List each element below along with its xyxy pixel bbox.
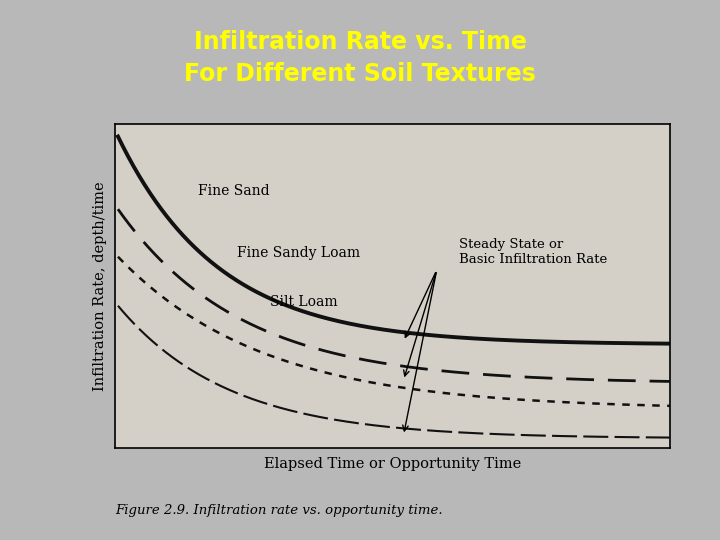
Text: Steady State or
Basic Infiltration Rate: Steady State or Basic Infiltration Rate <box>459 238 607 266</box>
Text: For Different Soil Textures: For Different Soil Textures <box>184 62 536 86</box>
Y-axis label: Infiltration Rate, depth/time: Infiltration Rate, depth/time <box>93 181 107 391</box>
X-axis label: Elapsed Time or Opportunity Time: Elapsed Time or Opportunity Time <box>264 456 521 470</box>
Text: Silt Loam: Silt Loam <box>271 295 338 309</box>
Text: Fine Sandy Loam: Fine Sandy Loam <box>237 246 360 260</box>
Text: Fine Sand: Fine Sand <box>199 185 270 199</box>
Text: Figure 2.9. Infiltration rate vs. opportunity time.: Figure 2.9. Infiltration rate vs. opport… <box>115 504 443 517</box>
Text: Infiltration Rate vs. Time: Infiltration Rate vs. Time <box>194 30 526 53</box>
